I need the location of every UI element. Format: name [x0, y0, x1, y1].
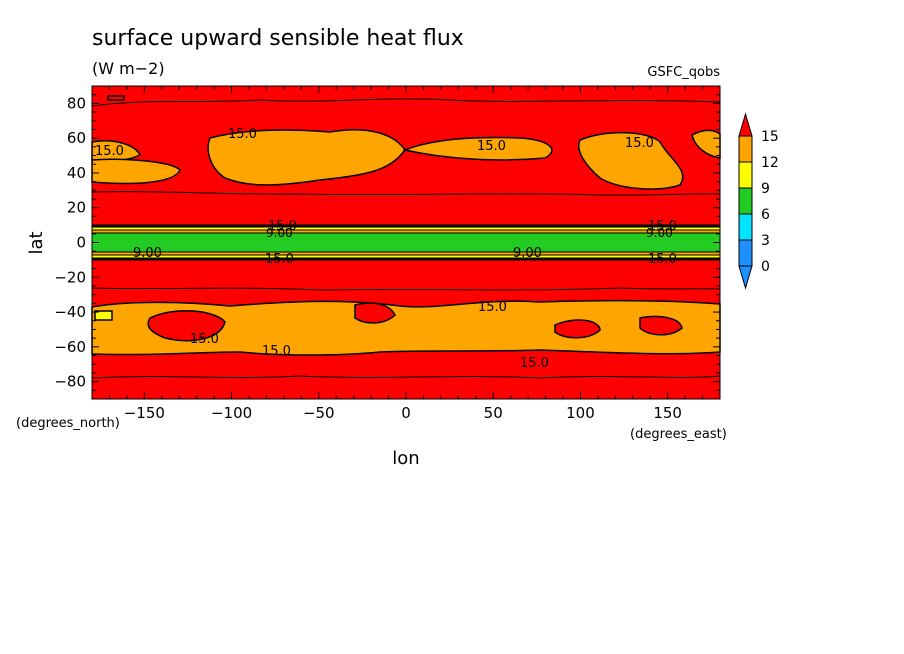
contour-label: 15.0 — [520, 356, 549, 371]
x-tick-label: −50 — [303, 404, 335, 422]
contour-label: 15.0 — [625, 136, 654, 151]
contour-label: 15.0 — [648, 252, 677, 267]
contour-label: 15.0 — [648, 219, 677, 234]
y-axis-units: (degrees_north) — [16, 416, 120, 431]
contour-label: 9.00 — [266, 226, 293, 240]
y-tick-label: 60 — [67, 129, 86, 147]
x-tick-label: −150 — [124, 404, 165, 422]
contour-fill-red — [554, 319, 601, 339]
contour-label: 9.00 — [133, 246, 162, 261]
contour-label: 15.0 — [477, 139, 506, 154]
colorbar-tick-label: 15 — [761, 129, 779, 145]
contour-fill-orange — [207, 128, 406, 186]
x-tick-label: 0 — [401, 404, 411, 422]
contour-label: 9.00 — [513, 246, 542, 261]
x-axis: −150 −100 −50 0 50 100 150 — [91, 86, 721, 422]
contour-label: 15.0 — [265, 252, 294, 267]
colorbar-tick-label: 6 — [761, 207, 770, 223]
contour-label: 15.0 — [95, 144, 124, 159]
colorbar-under-arrow — [738, 265, 753, 290]
contour-label: 15.0 — [228, 127, 257, 142]
chart-source: GSFC_qobs — [647, 65, 720, 80]
contour-fill-red — [147, 310, 226, 342]
contour-fill-green — [92, 233, 720, 252]
y-axis-label: lat — [26, 231, 47, 254]
x-axis-units: (degrees_east) — [630, 427, 727, 442]
x-axis-label: lon — [392, 448, 419, 469]
x-tick-label: 150 — [653, 404, 682, 422]
colorbar-tick-label: 3 — [761, 233, 770, 249]
y-tick-label: −40 — [54, 303, 86, 321]
colorbar-segment — [738, 161, 753, 189]
colorbar-tick-label: 0 — [761, 259, 770, 275]
colorbar-segment — [738, 213, 753, 241]
y-tick-label: −80 — [54, 373, 86, 391]
contour-fill-orange — [92, 252, 720, 255]
contour-fill-orange — [91, 158, 181, 185]
contour-line — [91, 375, 721, 379]
y-tick-label: 0 — [76, 234, 86, 252]
colorbar-tick-label: 12 — [761, 155, 779, 171]
contour-label: 15.0 — [478, 300, 507, 315]
chart-title: surface upward sensible heat flux — [92, 26, 464, 51]
x-tick-label: 100 — [566, 404, 595, 422]
y-tick-label: −20 — [54, 268, 86, 286]
contour-fill-red — [639, 315, 683, 336]
contour-fill-red — [354, 302, 396, 324]
contour-fill-yellow — [92, 226, 720, 230]
y-tick-label: 20 — [67, 199, 86, 217]
colorbar-tick-label: 9 — [761, 181, 770, 197]
y-tick-label: 80 — [67, 94, 86, 112]
colorbar: 15 12 9 6 3 0 — [738, 112, 779, 290]
contour-fill-orange — [402, 136, 553, 161]
contour-label: 15.0 — [190, 332, 219, 347]
contour-line — [91, 287, 721, 291]
contour-fill-orange — [92, 230, 720, 233]
x-tick-label: −100 — [211, 404, 252, 422]
contour-line — [91, 98, 721, 107]
chart-units: (W m−2) — [92, 59, 165, 78]
contour-fill-yellow — [92, 255, 720, 259]
colorbar-segment — [738, 187, 753, 215]
contour-line — [91, 191, 721, 196]
colorbar-segment — [738, 135, 753, 163]
y-axis: −80 −60 −40 −20 0 20 40 60 80 — [54, 85, 720, 400]
contour-label: 9.00 — [646, 226, 673, 240]
colorbar-segment — [738, 239, 753, 267]
contour-fill-orange — [578, 131, 684, 190]
colorbar-over-arrow — [738, 112, 753, 137]
contour-label: 15.0 — [268, 219, 297, 234]
contour-fill-yellow — [94, 310, 113, 321]
contour-label: 15.0 — [262, 344, 291, 359]
plot-area: 15.0 15.0 15.0 15.0 15.0 15.0 15.0 15.0 … — [91, 85, 721, 400]
x-tick-label: 50 — [484, 404, 503, 422]
y-tick-label: −60 — [54, 338, 86, 356]
y-tick-label: 40 — [67, 164, 86, 182]
contour-line — [107, 95, 125, 101]
